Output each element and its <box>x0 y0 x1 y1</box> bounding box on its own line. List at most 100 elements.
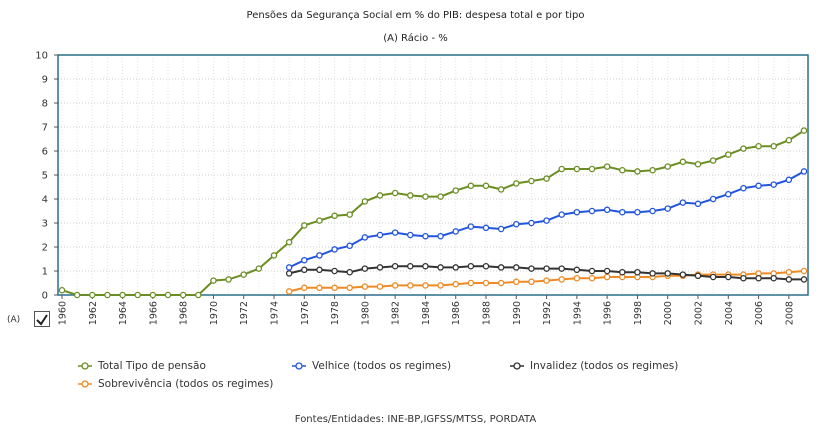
data-point-invalidez[interactable] <box>649 270 656 277</box>
data-point-total[interactable] <box>73 291 81 299</box>
data-point-invalidez[interactable] <box>725 273 732 281</box>
data-point-total[interactable] <box>437 193 444 200</box>
data-point-total[interactable] <box>755 142 762 150</box>
data-point-total[interactable] <box>709 157 717 164</box>
data-point-sobrevivencia[interactable] <box>573 274 581 282</box>
data-point-velhice[interactable] <box>391 229 399 236</box>
data-point-invalidez[interactable] <box>619 268 626 276</box>
data-point-sobrevivencia[interactable] <box>391 282 399 289</box>
data-point-sobrevivencia[interactable] <box>467 279 475 287</box>
data-point-velhice[interactable] <box>316 252 323 259</box>
data-point-velhice[interactable] <box>346 242 353 250</box>
data-point-total[interactable] <box>134 291 141 299</box>
data-point-invalidez[interactable] <box>331 267 338 275</box>
data-point-sobrevivencia[interactable] <box>528 278 535 286</box>
data-point-sobrevivencia[interactable] <box>588 274 596 282</box>
data-point-total[interactable] <box>482 182 490 190</box>
data-point-total[interactable] <box>588 165 596 173</box>
data-point-total[interactable] <box>603 163 611 170</box>
data-point-velhice[interactable] <box>740 184 747 192</box>
data-point-invalidez[interactable] <box>467 262 475 270</box>
data-point-sobrevivencia[interactable] <box>285 288 293 295</box>
data-point-invalidez[interactable] <box>664 270 671 277</box>
data-point-total[interactable] <box>301 222 308 229</box>
data-point-velhice[interactable] <box>785 176 793 184</box>
data-point-velhice[interactable] <box>437 232 444 240</box>
data-point-invalidez[interactable] <box>422 262 429 270</box>
data-point-total[interactable] <box>452 187 459 194</box>
data-point-total[interactable] <box>558 165 565 173</box>
data-point-velhice[interactable] <box>709 195 717 203</box>
data-point-invalidez[interactable] <box>603 267 611 275</box>
data-point-total[interactable] <box>694 160 702 168</box>
data-point-total[interactable] <box>210 277 217 284</box>
data-point-invalidez[interactable] <box>558 265 565 272</box>
data-point-invalidez[interactable] <box>437 264 444 271</box>
data-point-total[interactable] <box>225 276 232 283</box>
data-point-sobrevivencia[interactable] <box>301 284 308 292</box>
data-point-invalidez[interactable] <box>482 262 490 270</box>
data-point-invalidez[interactable] <box>679 271 687 278</box>
data-point-invalidez[interactable] <box>361 265 369 272</box>
data-point-velhice[interactable] <box>725 190 732 198</box>
data-point-invalidez[interactable] <box>391 262 399 270</box>
data-point-invalidez[interactable] <box>755 274 762 282</box>
data-point-invalidez[interactable] <box>316 266 323 274</box>
data-point-invalidez[interactable] <box>407 262 414 270</box>
data-point-total[interactable] <box>58 286 66 294</box>
data-point-velhice[interactable] <box>452 228 459 235</box>
data-point-total[interactable] <box>331 212 338 220</box>
data-point-velhice[interactable] <box>407 231 414 239</box>
data-point-sobrevivencia[interactable] <box>437 282 444 289</box>
data-point-invalidez[interactable] <box>694 272 702 280</box>
data-point-velhice[interactable] <box>331 246 338 253</box>
data-point-total[interactable] <box>376 192 384 199</box>
data-point-sobrevivencia[interactable] <box>482 279 490 287</box>
data-point-sobrevivencia[interactable] <box>785 268 793 276</box>
series-checkbox[interactable] <box>34 311 50 327</box>
data-point-total[interactable] <box>528 177 535 185</box>
data-point-invalidez[interactable] <box>785 276 793 283</box>
data-point-total[interactable] <box>285 238 293 246</box>
data-point-sobrevivencia[interactable] <box>316 284 323 292</box>
data-point-total[interactable] <box>255 265 263 272</box>
data-point-velhice[interactable] <box>301 256 308 264</box>
data-point-invalidez[interactable] <box>588 267 596 275</box>
data-point-sobrevivencia[interactable] <box>407 282 414 289</box>
data-point-velhice[interactable] <box>285 264 293 271</box>
data-point-velhice[interactable] <box>755 182 762 190</box>
data-point-invalidez[interactable] <box>709 273 717 281</box>
data-point-total[interactable] <box>497 186 505 193</box>
data-point-velhice[interactable] <box>528 219 535 227</box>
data-point-invalidez[interactable] <box>800 276 808 283</box>
data-point-total[interactable] <box>785 136 793 144</box>
data-point-total[interactable] <box>679 158 687 166</box>
data-point-velhice[interactable] <box>694 200 702 208</box>
data-point-invalidez[interactable] <box>285 270 293 277</box>
data-point-velhice[interactable] <box>467 223 475 230</box>
data-point-velhice[interactable] <box>619 208 626 216</box>
data-point-total[interactable] <box>195 291 202 299</box>
data-point-velhice[interactable] <box>770 181 777 188</box>
data-point-total[interactable] <box>270 252 278 259</box>
data-point-invalidez[interactable] <box>301 266 308 274</box>
data-point-velhice[interactable] <box>664 205 671 212</box>
data-point-sobrevivencia[interactable] <box>543 277 550 284</box>
data-point-sobrevivencia[interactable] <box>800 267 808 275</box>
legend-item-velhice[interactable]: Velhice (todos os regimes) <box>292 360 451 372</box>
data-point-velhice[interactable] <box>376 231 384 239</box>
legend-item-sobrevivencia[interactable]: Sobrevivência (todos os regimes) <box>78 378 273 390</box>
data-point-velhice[interactable] <box>513 220 520 228</box>
data-point-invalidez[interactable] <box>528 265 535 272</box>
data-point-velhice[interactable] <box>603 206 611 214</box>
data-point-total[interactable] <box>740 145 747 152</box>
data-point-total[interactable] <box>346 211 353 218</box>
data-point-sobrevivencia[interactable] <box>497 279 505 287</box>
data-point-total[interactable] <box>119 291 126 299</box>
data-point-total[interactable] <box>770 142 777 150</box>
data-point-invalidez[interactable] <box>346 268 353 276</box>
data-point-sobrevivencia[interactable] <box>422 282 429 289</box>
data-point-total[interactable] <box>800 127 808 134</box>
data-point-invalidez[interactable] <box>573 266 581 274</box>
data-point-sobrevivencia[interactable] <box>603 273 611 281</box>
